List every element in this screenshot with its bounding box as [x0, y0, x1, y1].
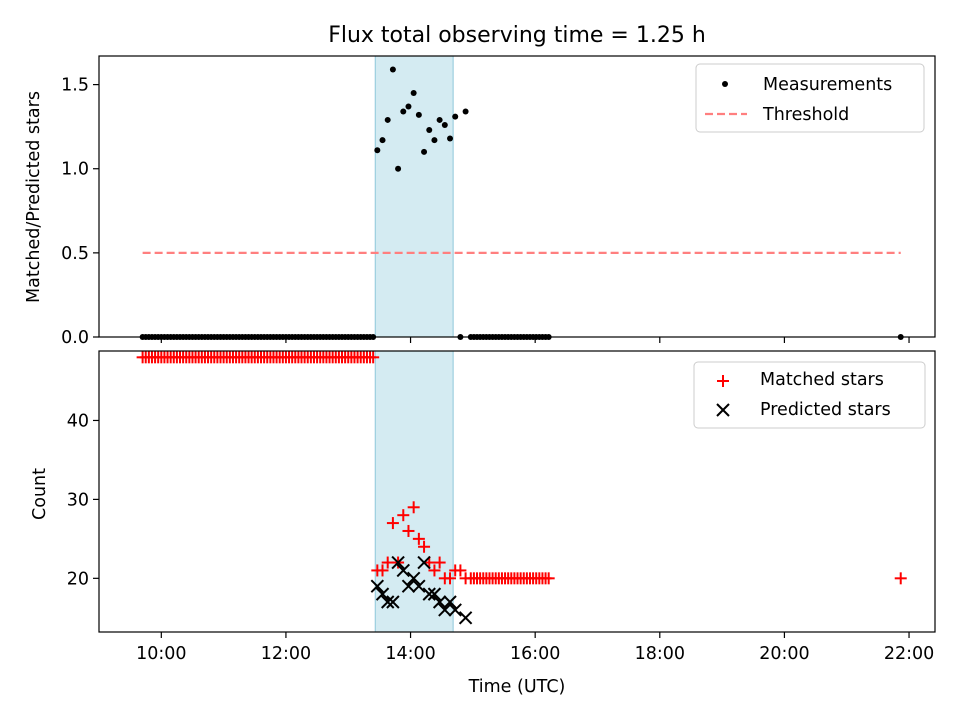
y-tick-label: 1.0	[61, 160, 89, 180]
matched-stars-point	[542, 572, 555, 585]
predicted-stars-point	[443, 595, 457, 609]
threshold-legend-label: Threshold	[762, 105, 849, 125]
bottom-axes-frame	[98, 350, 936, 633]
observing-interval-shade	[374, 55, 454, 338]
measurement-point	[426, 127, 433, 134]
matched-stars-point	[397, 509, 410, 522]
top-x-ticks	[160, 337, 910, 343]
matched-stars-point	[428, 564, 441, 577]
matched-stars-point	[381, 556, 394, 569]
matched-stars-point	[376, 564, 389, 577]
matched-stars-point	[418, 540, 431, 553]
top-y-axis-label: Matched/Predicted stars	[24, 91, 44, 303]
x-tick-label: 12:00	[261, 644, 311, 664]
x-tick-label: 18:00	[635, 644, 685, 664]
y-tick-label: 0.0	[61, 328, 89, 348]
predicted-stars-legend-marker	[716, 403, 730, 417]
top-series-layer	[139, 66, 904, 340]
predicted-stars-point	[370, 579, 385, 593]
measurement-point	[389, 66, 396, 73]
y-tick-label: 40	[67, 411, 89, 431]
measurement-point	[405, 103, 412, 110]
matched-stars-point	[402, 524, 415, 537]
bottom-x-ticks: 10:00 12:00 14:00 16:00 18:00 20:00 22:00	[136, 632, 934, 664]
measurement-point	[447, 135, 454, 142]
y-tick-label: 20	[67, 569, 89, 589]
predicted-stars-point	[386, 595, 400, 609]
measurement-point	[410, 90, 417, 97]
bottom-legend: Matched stars Predicted stars	[693, 361, 926, 429]
chart-title: Flux total observing time = 1.25 h	[328, 23, 706, 48]
predicted-stars-point	[427, 587, 442, 601]
predicted-stars-point	[432, 595, 447, 609]
matched-stars-point	[407, 501, 420, 514]
x-axis-label: Time (UTC)	[468, 677, 566, 697]
predicted-stars-point	[412, 579, 426, 593]
bottom-series-layer	[136, 351, 907, 625]
predicted-stars-point	[391, 555, 405, 570]
matched-stars-point	[433, 556, 446, 569]
predicted-stars-point	[422, 587, 436, 601]
measurement-point	[431, 137, 438, 144]
x-tick-label: 10:00	[136, 644, 186, 664]
matched-stars-point	[412, 532, 425, 545]
matched-stars-point	[444, 572, 457, 585]
bottom-legend-box	[693, 361, 926, 429]
matched-stars-point	[386, 517, 399, 530]
predicted-stars-point	[417, 555, 431, 570]
measurement-point	[441, 121, 448, 128]
measurement-point	[452, 113, 459, 120]
x-tick-label: 20:00	[759, 644, 809, 664]
predicted-stars-point	[396, 563, 410, 578]
measurement-point	[395, 165, 402, 172]
measurement-point	[374, 147, 381, 154]
measurement-point	[462, 108, 469, 115]
predicted-stars-point	[401, 579, 416, 593]
bottom-y-axis-label: Count	[30, 468, 50, 520]
y-tick-label: 0.5	[61, 244, 89, 264]
bottom-axes: 20 30 40 10:00 12:00 14:00 16:00 18:00 20:00 22:…	[30, 350, 936, 697]
top-y-ticks: 0.0 0.5 1.0 1.5	[61, 76, 99, 348]
predicted-stars-point	[406, 571, 421, 586]
x-tick-label: 14:00	[385, 644, 435, 664]
measurements-legend-marker	[722, 81, 728, 87]
matched-stars-point	[454, 564, 467, 577]
bottom-y-ticks: 20 30 40	[67, 411, 99, 589]
matched-stars-point	[367, 351, 380, 364]
measurements-legend-label: Measurements	[763, 75, 892, 95]
top-axes-frame	[98, 55, 936, 338]
x-tick-label: 16:00	[510, 644, 560, 664]
matched-stars-point	[894, 572, 907, 585]
x-tick-label: 22:00	[884, 644, 934, 664]
y-tick-label: 1.5	[61, 76, 89, 96]
measurement-point	[379, 137, 386, 144]
top-legend: Measurements Threshold	[695, 63, 925, 133]
predicted-stars-point	[458, 611, 473, 625]
predicted-stars-legend-label: Predicted stars	[760, 400, 891, 420]
predicted-stars-point	[438, 603, 452, 617]
measurement-point	[384, 116, 391, 123]
measurement-point	[421, 148, 428, 155]
predicted-stars-point	[380, 595, 395, 609]
measurement-point	[436, 116, 443, 123]
matched-stars-legend-label: Matched stars	[760, 370, 884, 390]
measurement-point	[415, 111, 422, 118]
predicted-stars-point	[448, 603, 462, 617]
top-legend-box	[695, 63, 925, 133]
y-tick-label: 30	[67, 490, 89, 510]
measurement-point	[400, 108, 407, 115]
predicted-stars-point	[375, 587, 390, 601]
matched-stars-legend-marker	[717, 375, 729, 387]
top-axes: 0.0 0.5 1.0 1.5 Matched/Predicted stars Mea…	[24, 55, 936, 348]
